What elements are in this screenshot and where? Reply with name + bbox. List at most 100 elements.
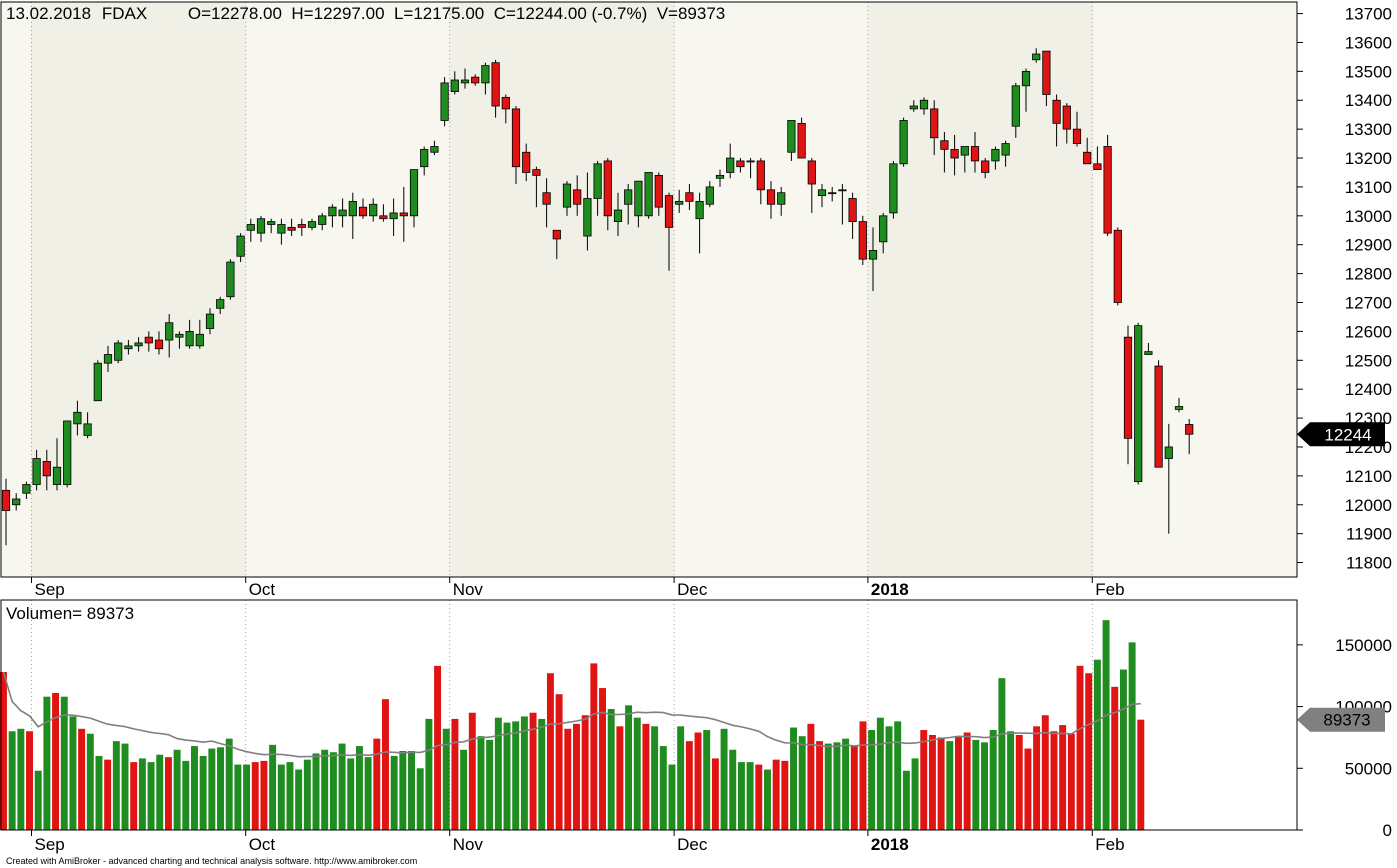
volume-bar xyxy=(1119,669,1127,830)
date-axis-label: Feb xyxy=(1095,580,1124,599)
volume-bar xyxy=(199,755,207,830)
candle-body xyxy=(705,186,714,205)
volume-bar xyxy=(833,742,841,830)
volume-bar xyxy=(26,731,33,830)
volume-bar xyxy=(546,673,554,830)
volume-bar xyxy=(225,738,233,830)
volume-bar xyxy=(807,723,815,830)
volume-bar xyxy=(442,728,450,830)
volume-bar xyxy=(286,762,294,830)
header-date: 13.02.2018 xyxy=(6,4,91,23)
volume-bar xyxy=(60,696,68,830)
volume-bar xyxy=(555,694,563,830)
volume-bar xyxy=(642,723,650,830)
candle-body xyxy=(909,105,918,110)
volume-bar xyxy=(868,730,876,830)
month-shading xyxy=(31,3,1093,577)
volume-bar xyxy=(434,665,442,830)
volume-bar xyxy=(711,758,719,830)
candle-body xyxy=(817,189,827,196)
volume-bar xyxy=(121,743,129,830)
volume-bar xyxy=(1128,642,1136,830)
candle-body xyxy=(552,229,561,240)
volume-bar xyxy=(182,760,190,830)
volume-bar xyxy=(842,738,850,830)
volume-bar xyxy=(43,696,51,830)
volume-bar xyxy=(355,746,363,830)
volume-bar xyxy=(486,739,494,830)
candle-body xyxy=(369,203,378,217)
credit-text: Created with AmiBroker - advanced charti… xyxy=(6,856,417,866)
candle-body xyxy=(165,322,174,341)
volume-bar xyxy=(1093,659,1101,830)
date-axis-label: Oct xyxy=(249,835,276,854)
volume-bar xyxy=(581,715,589,830)
price-axis-label: 13000 xyxy=(1345,207,1392,226)
date-axis-label: Oct xyxy=(249,580,276,599)
date-axis-lower: Sep Oct Nov Dec 2018 Feb xyxy=(31,830,1125,854)
volume-bar xyxy=(503,722,511,830)
volume-bar xyxy=(104,759,112,830)
volume-bar xyxy=(955,736,962,830)
volume-bar xyxy=(147,762,155,830)
candle-body xyxy=(879,215,888,243)
volume-bar xyxy=(772,759,780,830)
candle-body xyxy=(114,342,123,361)
volume-bar xyxy=(130,762,138,830)
candle-body xyxy=(22,484,31,494)
volume-bar xyxy=(1024,748,1032,830)
volume-bar xyxy=(729,749,737,830)
price-axis-label: 11900 xyxy=(1346,525,1392,544)
volume-bar xyxy=(451,718,459,830)
volume-bar xyxy=(798,736,806,830)
last-volume-tag-value: 89373 xyxy=(1323,711,1370,730)
volume-bar xyxy=(303,759,311,830)
volume-bar xyxy=(1041,715,1049,830)
volume-bar xyxy=(277,764,285,830)
price-axis-label: 12800 xyxy=(1345,265,1392,284)
candle-body xyxy=(644,172,653,217)
candle-body xyxy=(399,212,408,217)
candle-body xyxy=(848,198,857,222)
volume-bar xyxy=(824,743,832,830)
volume-bar xyxy=(1059,725,1067,830)
price-panel: 13.02.2018 FDAX O=12278.00 H=12297.00 L=… xyxy=(0,1,1392,578)
volume-bar xyxy=(1102,620,1110,830)
candle-body xyxy=(124,345,133,350)
volume-bar xyxy=(373,738,381,830)
volume-bar xyxy=(590,663,598,830)
date-axis-label: Dec xyxy=(677,580,708,599)
volume-bar xyxy=(460,749,468,830)
candle-body xyxy=(471,76,480,84)
candle-body xyxy=(12,498,21,506)
candle-body xyxy=(450,79,459,92)
volume-bar xyxy=(338,743,346,830)
date-axis-label: Sep xyxy=(35,835,65,854)
candle-body xyxy=(746,160,755,163)
candle-body xyxy=(1042,50,1051,95)
date-axis-label: Nov xyxy=(453,580,484,599)
price-axis-label: 13400 xyxy=(1345,91,1392,110)
candle-body xyxy=(236,235,245,257)
volume-bar xyxy=(651,726,659,830)
candle-body xyxy=(1113,229,1122,303)
volume-bar xyxy=(0,672,7,830)
volume-bar xyxy=(138,758,146,830)
volume-bar xyxy=(876,717,884,830)
last-volume-tag-shape xyxy=(1297,707,1385,732)
candle-body xyxy=(675,200,684,205)
candle-body xyxy=(960,146,969,156)
candle-body xyxy=(1052,99,1061,124)
price-axis-label: 12500 xyxy=(1345,351,1392,370)
candle-body xyxy=(246,224,255,231)
price-axis-label: 13600 xyxy=(1345,33,1392,52)
price-axis-label: 12900 xyxy=(1345,236,1392,255)
candle-body xyxy=(318,215,327,225)
candle-body xyxy=(154,339,164,350)
volume-bar xyxy=(781,760,789,830)
candle-body xyxy=(1103,146,1112,234)
candle-body xyxy=(1134,325,1143,483)
volume-bar xyxy=(1067,733,1075,830)
volume-bar xyxy=(920,730,928,830)
